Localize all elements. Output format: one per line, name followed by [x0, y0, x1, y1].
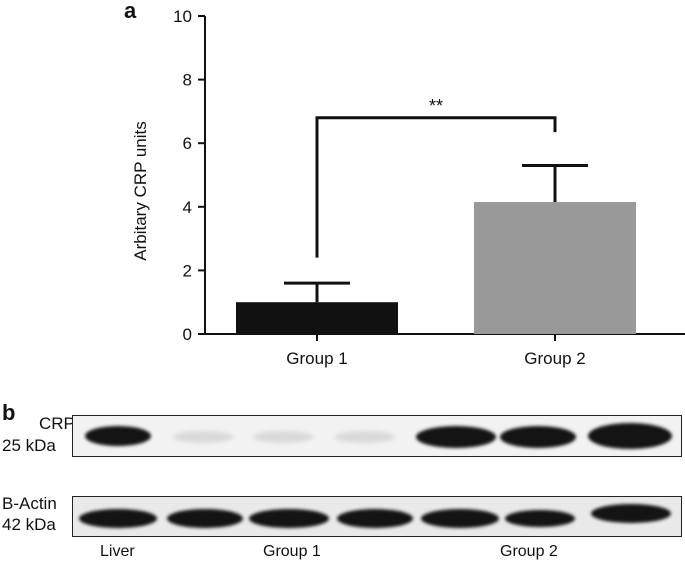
- x-tick-label: Group 2: [524, 349, 585, 368]
- y-tick-label: 2: [183, 261, 192, 280]
- crp-band-liver: [85, 426, 151, 446]
- crp-kda-label: 25 kDa: [2, 436, 56, 455]
- actin-band-group1-lane2: [249, 509, 329, 528]
- panel-b-label: b: [2, 400, 16, 425]
- crp-label: CRP: [39, 414, 75, 433]
- actin-band-group1-lane3: [337, 509, 413, 528]
- y-tick-label: 6: [183, 134, 192, 153]
- actin-band-group2-lane1: [421, 509, 499, 528]
- y-axis-label: Arbitary CRP units: [131, 121, 150, 261]
- panel-a-label: a: [124, 0, 137, 23]
- bar-1: [236, 302, 398, 334]
- actin-band-liver: [79, 509, 157, 528]
- y-tick-label: 4: [183, 198, 192, 217]
- crp-band-group1-lane3: [335, 431, 395, 443]
- crp-blot-image: [72, 415, 682, 457]
- y-tick-label: 0: [183, 325, 192, 344]
- actin-blot-image: [72, 496, 682, 537]
- chart-axes: 0 2 4 6 8 10 Arbitary CRP units Group 1 Group 2: [131, 7, 685, 368]
- actin-label: B-Actin: [2, 494, 57, 513]
- x-tick-label: Group 1: [286, 349, 347, 368]
- chart-annotations: **: [315, 96, 557, 258]
- y-tick-label: 10: [173, 7, 192, 26]
- lane-label-group1: Group 1: [263, 543, 321, 560]
- actin-band-group2-lane2: [505, 510, 575, 527]
- bar-2: [474, 202, 636, 334]
- y-tick-label: 8: [183, 71, 192, 90]
- crp-band-group1-lane2: [253, 431, 313, 443]
- actin-kda-label: 42 kDa: [2, 515, 56, 534]
- actin-band-group1-lane1: [167, 509, 243, 528]
- lane-label-liver: Liver: [100, 543, 135, 560]
- significance-bracket: [315, 116, 557, 258]
- crp-band-group2-lane2: [500, 426, 576, 448]
- significance-label: **: [429, 96, 443, 116]
- crp-band-group1-lane1: [173, 431, 233, 443]
- crp-band-group2-lane3: [588, 423, 672, 449]
- crp-band-group2-lane1: [416, 426, 496, 448]
- actin-band-group2-lane3: [591, 504, 671, 523]
- chart-bars: [236, 163, 636, 334]
- lane-label-group2: Group 2: [500, 543, 558, 560]
